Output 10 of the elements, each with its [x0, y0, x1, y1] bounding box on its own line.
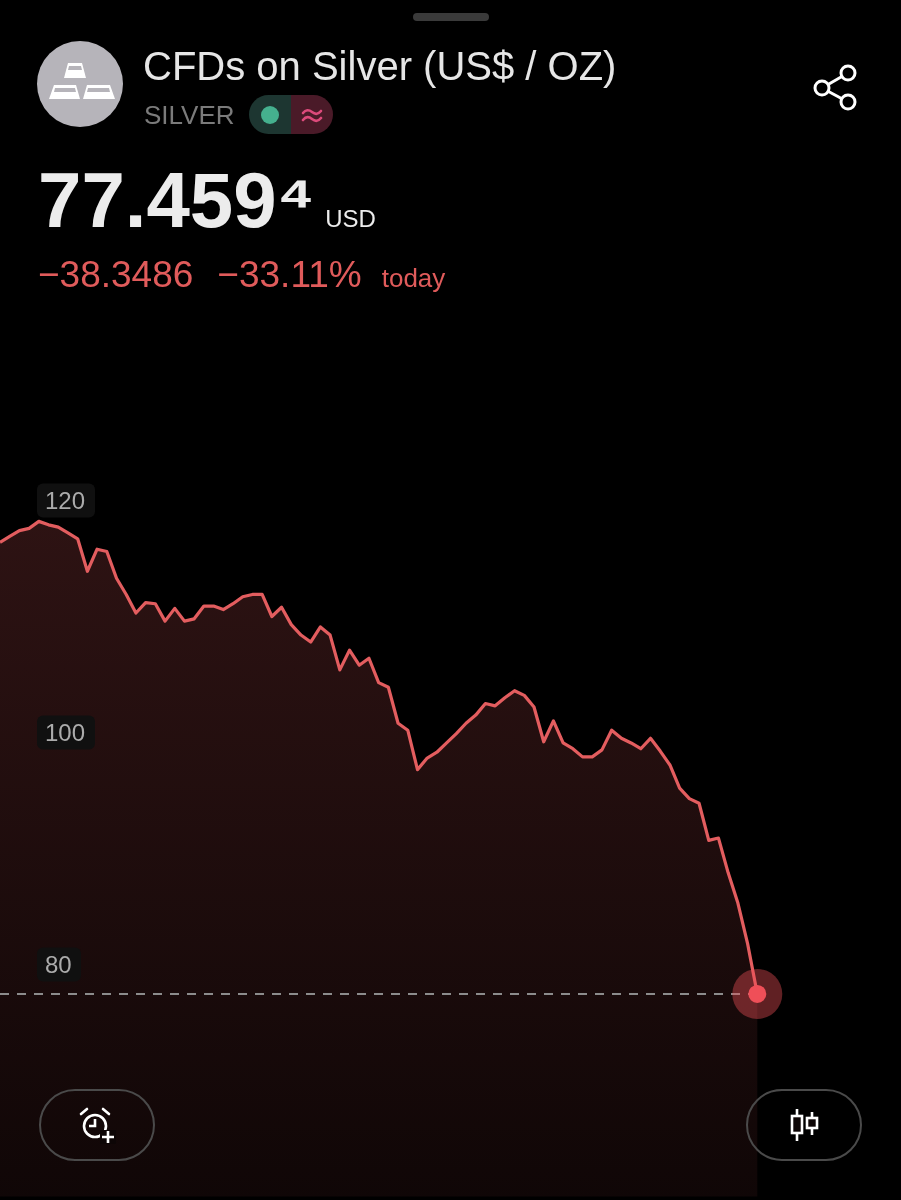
annotation: −33.11%	[217, 254, 362, 295]
annotation: USD	[325, 205, 376, 232]
annotation: 77.459⁴	[38, 156, 316, 244]
y-tick-label: 100	[45, 718, 86, 746]
y-tick-label: 120	[45, 486, 86, 514]
annotation: today	[381, 263, 446, 293]
text: CFDs on Silver (US$ / OZ)	[143, 44, 617, 88]
annotation: −38.3486	[38, 254, 194, 295]
text: SILVER	[144, 99, 235, 130]
y-tick-label: 80	[45, 950, 72, 978]
